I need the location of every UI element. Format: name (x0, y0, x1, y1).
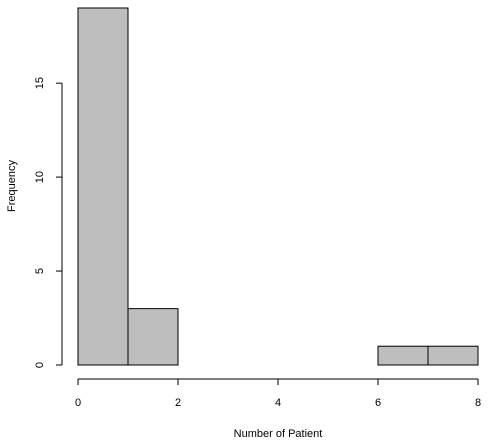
x-tick-label: 2 (175, 397, 181, 409)
bar (377, 345, 429, 366)
x-tick-label: 0 (75, 397, 81, 409)
y-tick-label: 15 (34, 77, 46, 89)
bar (127, 308, 179, 366)
y-tick-label: 10 (34, 171, 46, 183)
y-tick-label: 0 (34, 362, 46, 368)
x-tick-label: 4 (275, 397, 281, 409)
y-axis-label: Frequency (6, 160, 18, 212)
x-tick-label: 6 (375, 397, 381, 409)
x-axis-label: Number of Patient (234, 428, 323, 440)
y-tick-label: 5 (34, 268, 46, 274)
x-tick-label: 8 (475, 397, 481, 409)
bar (427, 345, 479, 366)
bar (77, 7, 129, 366)
